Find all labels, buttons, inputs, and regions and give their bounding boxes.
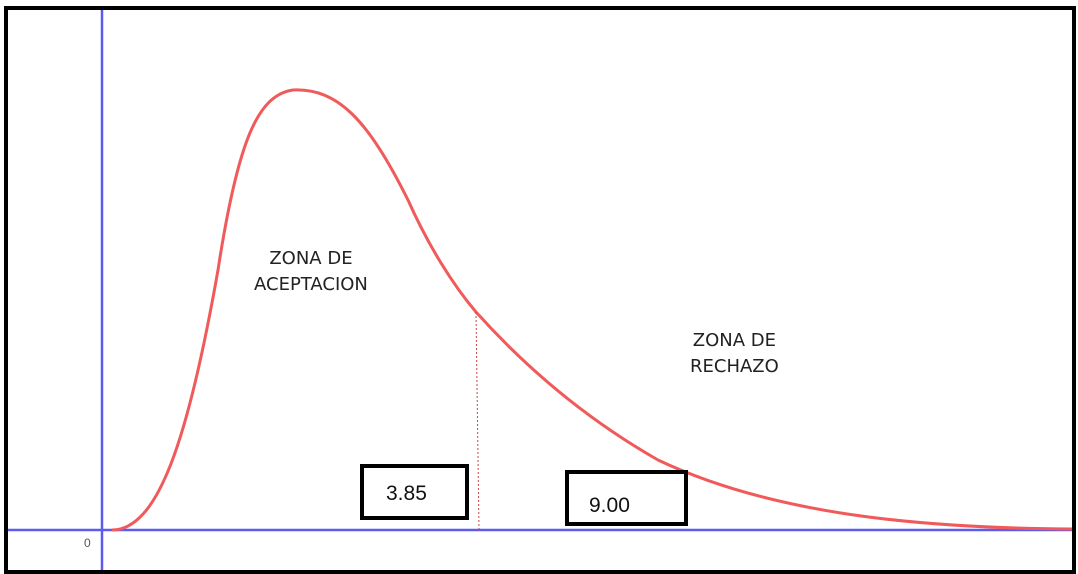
chi-square-curve [111,88,1072,532]
acceptance-zone-line-2: ACEPTACION [254,274,368,295]
acceptance-zone-label: ZONA DE ACEPTACION [254,246,368,298]
critical-value-box: 3.85 [360,464,469,520]
acceptance-zone-line-1: ZONA DE [269,248,353,269]
rejection-zone-line-2: RECHAZO [690,356,779,377]
rejection-zone-label: ZONA DE RECHAZO [690,328,779,380]
critical-value-line [475,311,480,531]
distribution-diagram [8,10,1072,570]
test-statistic-box: 9.00 [565,470,688,526]
rejection-zone-line-1: ZONA DE [692,330,777,351]
diagram-frame: 0 ZONA DE ACEPTACION ZONA DE RECHAZO 3.8… [4,6,1076,574]
origin-label: 0 [84,536,91,550]
